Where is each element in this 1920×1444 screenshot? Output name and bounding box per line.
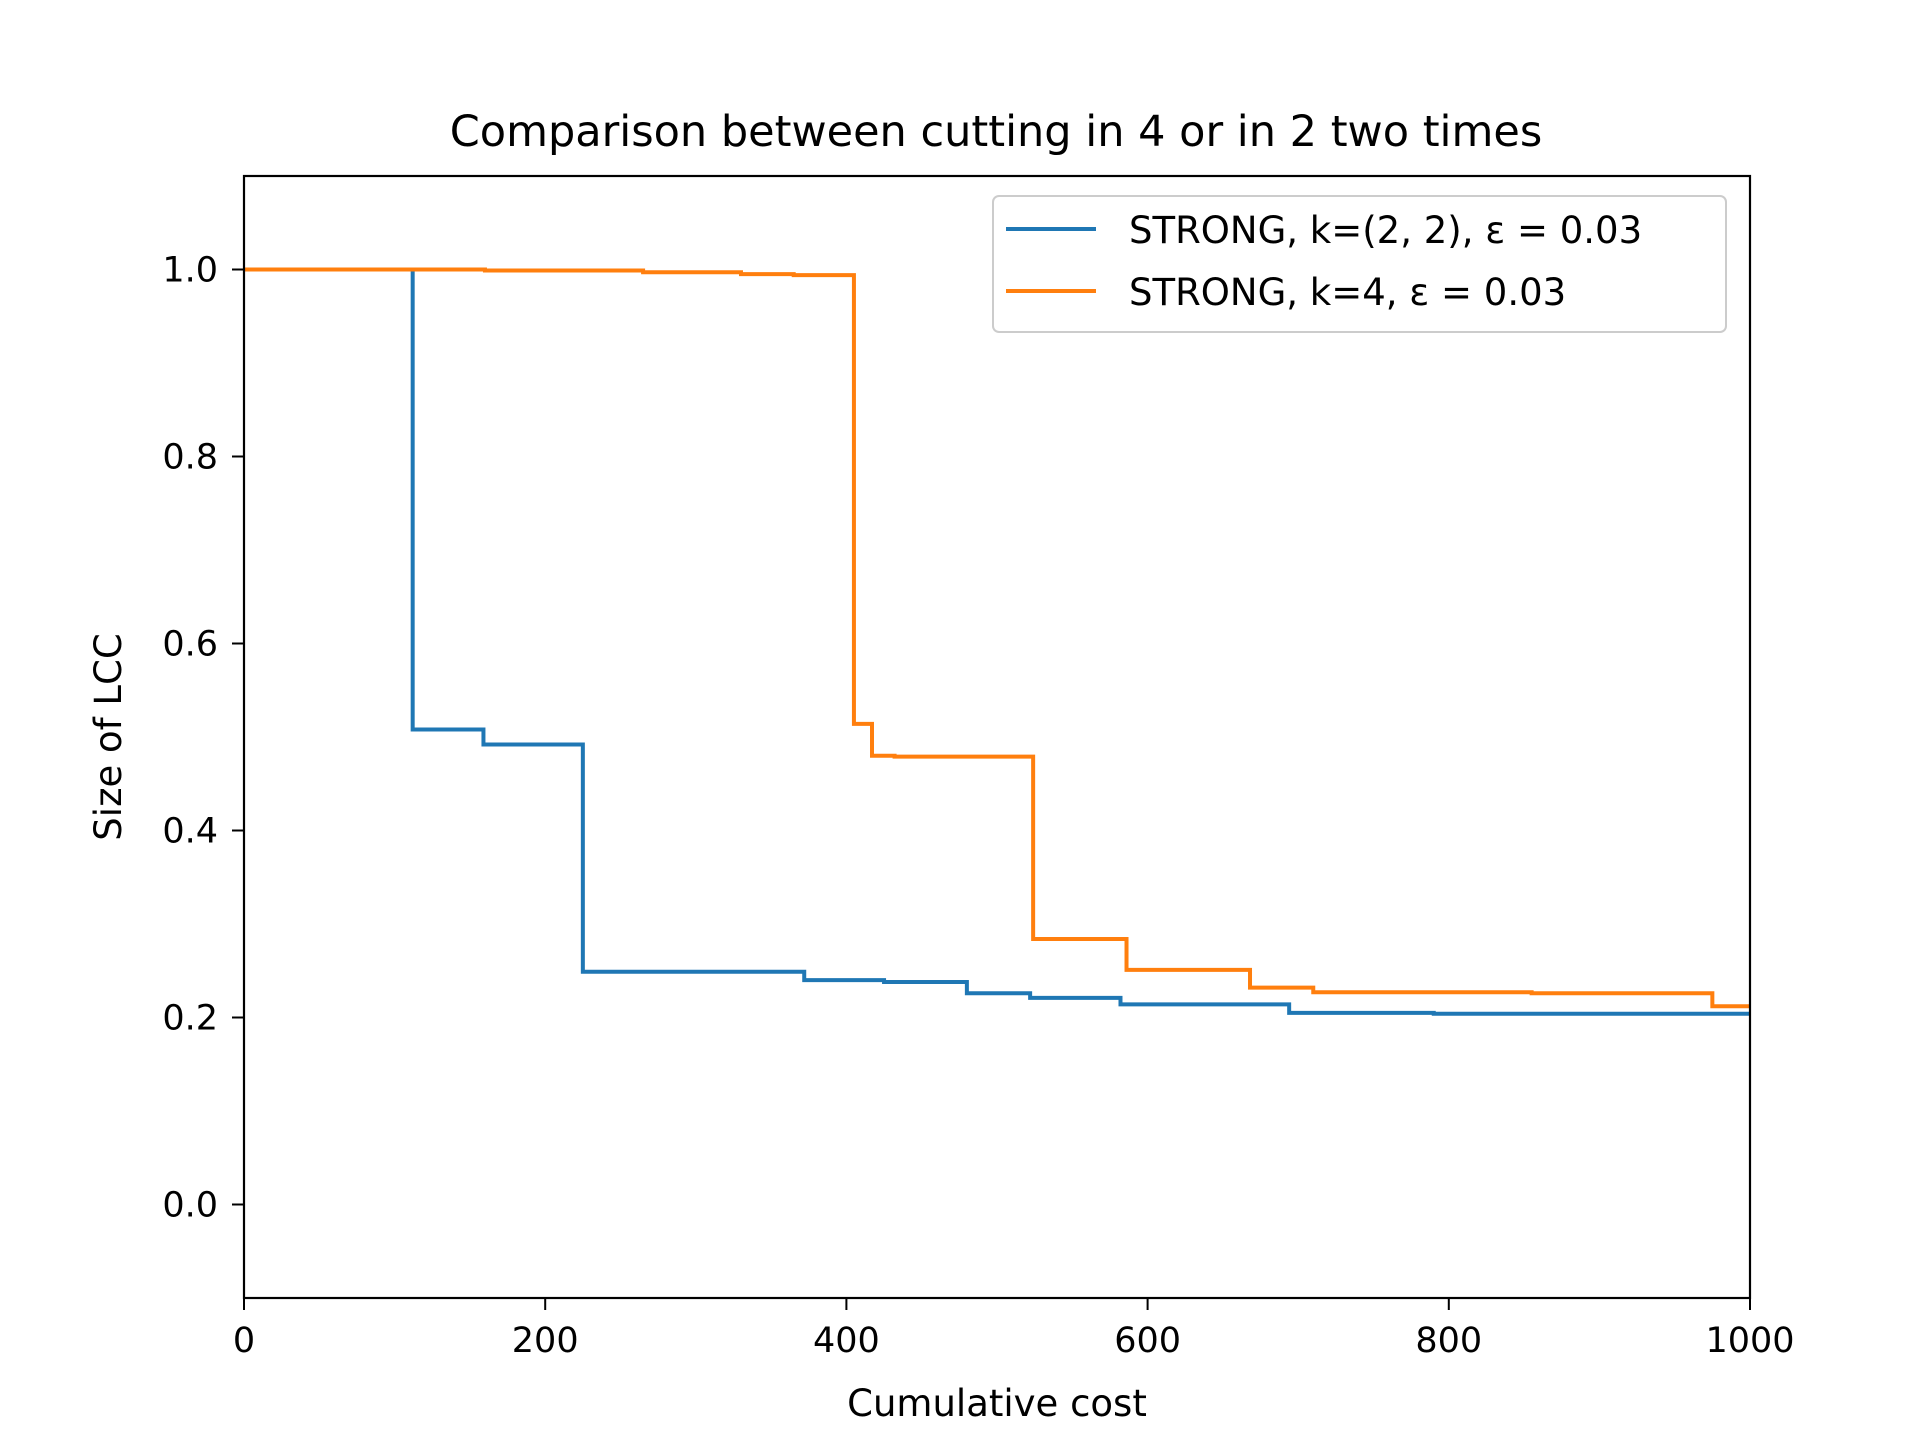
y-tick-label: 0.0 — [162, 1186, 218, 1226]
legend: STRONG, k=(2, 2), ε = 0.03 STRONG, k=4, … — [992, 195, 1727, 333]
series-line-1 — [244, 267, 1750, 1016]
legend-label-series-2: STRONG, k=4, ε = 0.03 — [1129, 271, 1566, 314]
x-tick-label: 200 — [512, 1321, 579, 1361]
y-tick-label: 0.4 — [162, 812, 218, 852]
x-tick-label: 400 — [813, 1321, 880, 1361]
x-tick-label: 1000 — [1705, 1321, 1794, 1361]
y-axis-label: Size of LCC — [87, 633, 130, 840]
legend-label-series-1: STRONG, k=(2, 2), ε = 0.03 — [1129, 209, 1642, 252]
chart-title: Comparison between cutting in 4 or in 2 … — [450, 107, 1543, 157]
axes-frame — [242, 174, 1752, 1300]
series-line-2 — [244, 267, 1750, 1009]
y-tick-label: 0.8 — [162, 438, 218, 478]
plot-area — [244, 267, 1750, 1016]
x-tick-label: 0 — [233, 1321, 255, 1361]
y-tick-label: 0.2 — [162, 999, 218, 1039]
x-tick-label: 800 — [1415, 1321, 1482, 1361]
y-tick-label: 1.0 — [162, 251, 218, 291]
axis-ticks: 0 200 400 600 800 1000 0.0 0.2 0.4 0.6 0.8 1.0 — [162, 251, 1794, 1362]
x-axis-label: Cumulative cost — [847, 1382, 1147, 1425]
y-tick-label: 0.6 — [162, 625, 218, 665]
legend-frame — [992, 195, 1727, 333]
x-tick-label: 600 — [1114, 1321, 1181, 1361]
